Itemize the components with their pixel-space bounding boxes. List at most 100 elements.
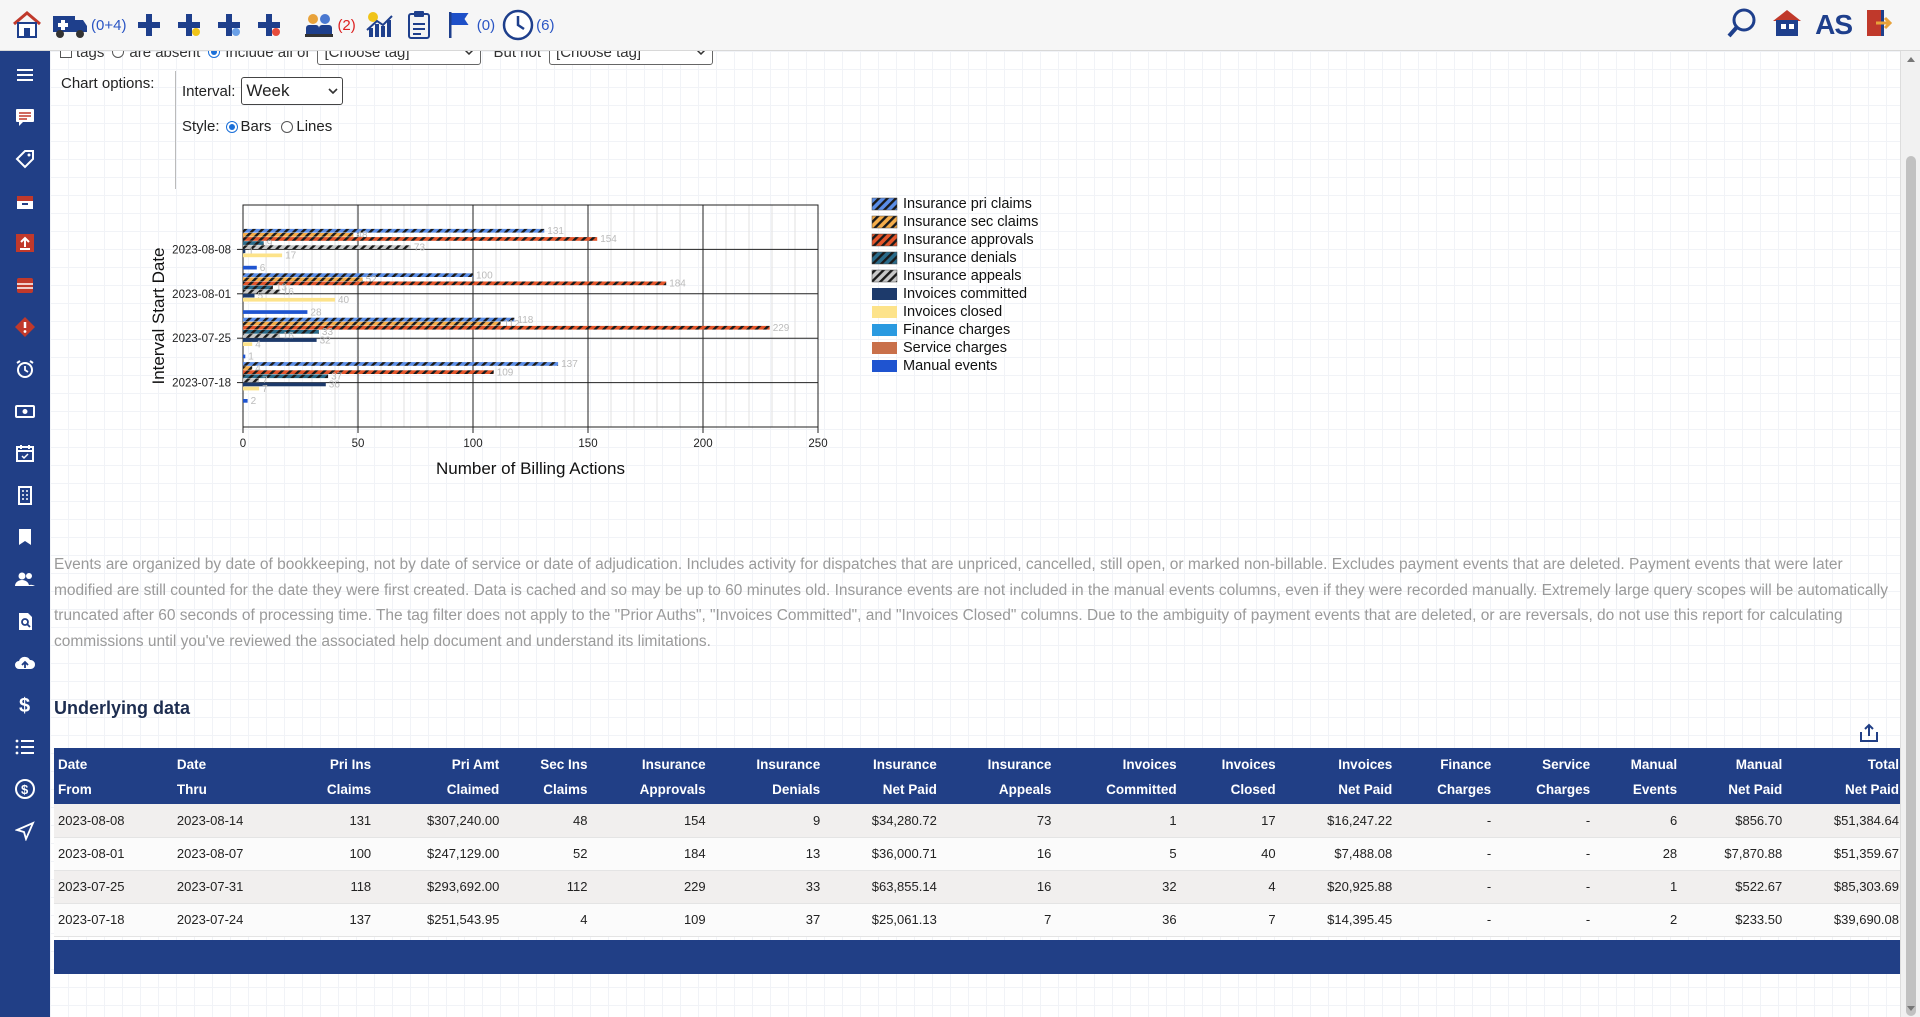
legend-label[interactable]: Invoices closed — [903, 304, 1002, 320]
sidebar-item-calendar[interactable] — [0, 433, 50, 473]
bar[interactable] — [243, 382, 326, 387]
column-header[interactable]: Insurance Approvals — [591, 748, 710, 804]
sidebar-item-building[interactable] — [0, 475, 50, 515]
legend-label[interactable]: Service charges — [903, 340, 1007, 356]
column-header[interactable]: Date From — [54, 748, 173, 804]
bar[interactable] — [243, 237, 598, 241]
bar[interactable] — [243, 366, 253, 370]
bar[interactable] — [243, 241, 264, 245]
sidebar-item-payments-circle[interactable]: $ — [0, 769, 50, 809]
bar[interactable] — [243, 281, 667, 286]
table-row[interactable]: 2023-07-25 2023-07-31 118 $293,692.00 112 229… — [54, 870, 1900, 904]
logout-icon[interactable] — [1864, 7, 1894, 42]
column-header[interactable]: Manual Events — [1594, 748, 1682, 804]
bar[interactable] — [243, 265, 257, 270]
column-header[interactable]: Pri Amt Claimed — [375, 748, 504, 804]
column-header[interactable]: Invoices Committed — [1055, 748, 1181, 804]
bar[interactable] — [243, 228, 545, 233]
scroll-up-arrow[interactable] — [1907, 57, 1915, 62]
legend-label[interactable]: Insurance sec claims — [903, 214, 1038, 230]
add-flagged-button[interactable] — [252, 5, 286, 45]
column-header[interactable]: Date Thru — [172, 748, 292, 804]
bar[interactable] — [243, 378, 260, 383]
legend-label[interactable]: Finance charges — [903, 322, 1010, 338]
column-header[interactable]: Insurance Net Paid — [824, 748, 941, 804]
sidebar-item-inbox[interactable] — [0, 181, 50, 221]
include-all-radio[interactable]: Include all of — [208, 51, 309, 61]
reports-button[interactable] — [362, 5, 396, 45]
table-row[interactable]: 2023-07-18 2023-07-24 137 $251,543.95 4 109 37… — [54, 903, 1900, 937]
table-row[interactable]: 2023-08-01 2023-08-07 100 $247,129.00 52 184 1… — [54, 837, 1900, 871]
bar[interactable] — [243, 386, 260, 391]
sidebar-item-payments[interactable] — [0, 391, 50, 431]
bar[interactable] — [243, 249, 246, 254]
scroll-down-arrow[interactable] — [1907, 1006, 1915, 1011]
bar[interactable] — [243, 310, 308, 314]
column-header[interactable]: Pri Ins Claims — [291, 748, 376, 804]
clock-button[interactable]: (6) — [501, 5, 554, 45]
sidebar-menu[interactable] — [0, 55, 50, 95]
sidebar-item-documents[interactable] — [0, 601, 50, 641]
sidebar-item-upload[interactable] — [0, 223, 50, 263]
bar[interactable] — [243, 289, 280, 294]
bar[interactable] — [243, 253, 283, 258]
bar[interactable] — [243, 293, 255, 298]
search-icon[interactable] — [1725, 6, 1759, 43]
bar[interactable] — [243, 362, 559, 366]
legend-label[interactable]: Manual events — [903, 358, 997, 374]
clipboard-button[interactable] — [402, 5, 436, 45]
bar[interactable] — [243, 277, 363, 282]
bar[interactable] — [243, 399, 248, 403]
sidebar-item-bookmarks[interactable] — [0, 517, 50, 557]
sidebar-item-archive[interactable] — [0, 265, 50, 305]
sidebar-item-alarm[interactable] — [0, 349, 50, 389]
sidebar-item-cloud-upload[interactable] — [0, 643, 50, 683]
bar[interactable] — [243, 297, 335, 302]
bar[interactable] — [243, 285, 273, 290]
bar[interactable] — [243, 233, 354, 237]
sidebar-item-tags[interactable] — [0, 139, 50, 179]
column-header[interactable]: Insurance Appeals — [940, 748, 1056, 804]
scroll-thumb[interactable] — [1906, 156, 1916, 1016]
agency-icon[interactable] — [1771, 7, 1803, 42]
bar[interactable] — [243, 273, 473, 277]
column-header[interactable]: Total Net Paid — [1786, 748, 1900, 804]
interval-select[interactable]: Week — [241, 77, 344, 105]
sidebar-item-alerts[interactable] — [0, 307, 50, 347]
legend-label[interactable]: Invoices committed — [903, 286, 1027, 302]
export-icon[interactable] — [1858, 723, 1880, 746]
team-button[interactable]: (2) — [302, 5, 356, 45]
are-absent-radio[interactable]: are absent — [112, 51, 200, 61]
add-button[interactable] — [132, 5, 166, 45]
bar[interactable] — [243, 370, 494, 374]
bar[interactable] — [243, 354, 246, 359]
legend-label[interactable]: Insurance pri claims — [903, 196, 1032, 212]
sidebar-item-users[interactable] — [0, 559, 50, 599]
tag-select-exclude[interactable]: [Choose tag] — [549, 51, 714, 65]
style-bars-radio[interactable]: Bars — [225, 118, 271, 135]
column-header[interactable]: Sec Ins Claims — [503, 748, 592, 804]
column-header[interactable]: Invoices Net Paid — [1279, 748, 1397, 804]
flags-button[interactable]: (0) — [442, 5, 495, 45]
dispatch-button[interactable]: (0+4) — [50, 5, 126, 45]
sidebar-item-messages[interactable] — [0, 97, 50, 137]
column-header[interactable]: Manual Net Paid — [1681, 748, 1787, 804]
table-row[interactable]: 2023-08-08 2023-08-14 131 $307,240.00 48 154 9… — [54, 804, 1900, 838]
legend-label[interactable]: Insurance approvals — [903, 232, 1034, 248]
bar[interactable] — [243, 321, 501, 326]
bar[interactable] — [243, 338, 317, 342]
add-starred-button[interactable] — [172, 5, 206, 45]
home-button[interactable] — [10, 5, 44, 45]
legend-label[interactable]: Insurance appeals — [903, 268, 1022, 284]
add-linked-button[interactable] — [212, 5, 246, 45]
sidebar-item-send[interactable] — [0, 811, 50, 851]
column-header[interactable]: Invoices Closed — [1180, 748, 1280, 804]
bar[interactable] — [243, 374, 329, 379]
user-initials[interactable]: AS — [1815, 8, 1853, 40]
tags-checkbox[interactable]: tags — [60, 51, 104, 61]
column-header[interactable]: Service Charges — [1495, 748, 1595, 804]
style-lines-radio[interactable]: Lines — [281, 118, 332, 135]
sidebar-item-billing[interactable]: $ — [0, 685, 50, 725]
column-header[interactable]: Finance Charges — [1396, 748, 1496, 804]
bar[interactable] — [243, 334, 280, 338]
